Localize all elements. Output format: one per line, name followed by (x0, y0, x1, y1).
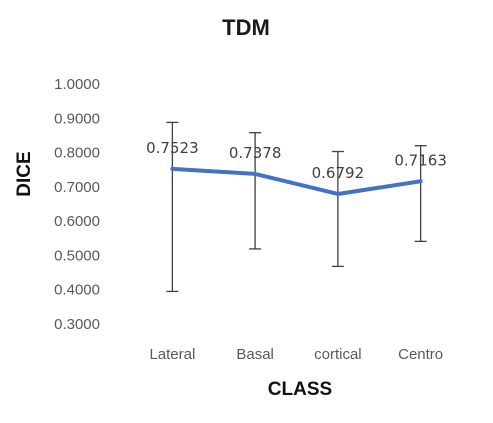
error-bars (166, 121, 427, 293)
series-lines (170, 166, 423, 196)
x-tick-label: Centro (398, 346, 443, 363)
x-axis-ticks: Lateral Basal cortical Centro (149, 346, 443, 363)
x-axis-title: CLASS (268, 379, 332, 400)
y-tick-label: 0.9000 (54, 110, 100, 127)
y-tick-label: 0.7000 (54, 179, 100, 196)
y-axis-ticks: 0.3000 0.4000 0.5000 0.6000 0.7000 0.8000 0.90… (54, 76, 100, 333)
y-tick-label: 0.6000 (54, 213, 100, 230)
y-tick-label: 0.3000 (54, 316, 100, 333)
x-tick-label: Lateral (149, 346, 195, 363)
data-label: 0.7163 (394, 151, 447, 169)
error-bar (414, 145, 427, 243)
y-tick-label: 0.8000 (54, 145, 100, 162)
y-tick-label: 1.0000 (54, 76, 100, 93)
chart-title: TDM (222, 15, 270, 40)
x-tick-label: Basal (236, 346, 274, 363)
data-label: 0.7378 (229, 144, 282, 162)
x-tick-label: cortical (314, 346, 362, 363)
series-line (170, 166, 423, 196)
y-tick-label: 0.5000 (54, 247, 100, 264)
data-labels: 0.7523 0.7378 0.6792 0.7163 (146, 139, 447, 182)
y-axis-title: DICE (14, 151, 35, 196)
error-bar (331, 150, 344, 268)
data-label: 0.6792 (312, 164, 365, 182)
data-label: 0.7523 (146, 139, 199, 157)
y-tick-label: 0.4000 (54, 282, 100, 299)
error-bar (166, 121, 179, 293)
error-bar (249, 132, 262, 250)
